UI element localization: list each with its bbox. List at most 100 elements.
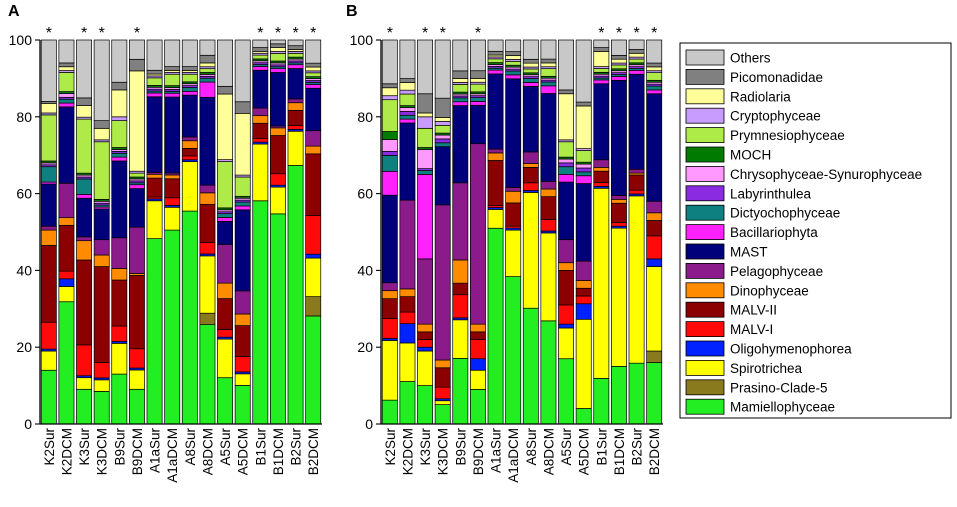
bar-segment-malv-i — [470, 339, 486, 360]
bar-segment-mamiellophyceae — [287, 165, 304, 425]
legend-swatch — [685, 49, 725, 66]
bar-segment-picomonadidae — [470, 70, 486, 79]
bar-segment-radiolaria — [452, 78, 469, 83]
bar-segment-cryptophyceae — [399, 89, 416, 95]
bar-segment-prymnesiophyceae — [487, 58, 504, 63]
bar-segment-bacillariophyta — [417, 174, 433, 260]
bar-segment-others — [505, 39, 522, 52]
bar-segment-dinophyceae — [111, 268, 128, 281]
legend-swatch — [685, 224, 725, 241]
bar-segment-bacillariophyta — [522, 82, 539, 87]
bar-segment-bacillariophyta — [575, 175, 592, 184]
bar-segment-prymnesiophyceae — [287, 52, 304, 58]
bar-segment-malv-i — [593, 182, 610, 187]
bar-segment-malv-ii — [287, 109, 304, 126]
bar-segment-malv-ii — [270, 135, 286, 175]
bar-segment-mast — [76, 197, 92, 238]
bar-segment-malv-ii — [611, 202, 627, 223]
bar-segment-spirotrichea — [540, 232, 557, 322]
panel-label: A — [8, 3, 20, 20]
bar-segment-picomonadidae — [628, 49, 645, 54]
bar-segment-bacillariophyta — [58, 102, 75, 108]
bar-segment-others — [305, 39, 322, 64]
bar-segment-radiolaria — [381, 87, 398, 97]
bar-segment-picomonadidae — [111, 81, 128, 91]
bar-segment-prymnesiophyceae — [522, 68, 539, 74]
bar-segment-pelagophyceae — [628, 168, 645, 174]
bar-segment-malv-ii — [487, 160, 504, 207]
legend-label: Radiolaria — [730, 89, 791, 104]
bar-segment-spirotrichea — [305, 257, 322, 297]
bar-segment-malv-i — [540, 219, 557, 232]
x-tick-label: A1aDCM — [506, 428, 521, 483]
bar-segment-malv-ii — [252, 122, 269, 139]
legend-label: MAST — [730, 245, 768, 260]
x-tick-label: K3DCM — [95, 428, 110, 475]
y-tick-label: 100 — [350, 32, 374, 48]
bar-segment-malv-i — [181, 155, 198, 161]
significance-star: * — [651, 25, 657, 42]
bar-segment-pelagophyceae — [522, 151, 539, 164]
bar-segment-picomonadidae — [305, 62, 322, 68]
panel-label: B — [346, 3, 358, 20]
bar-segment-radiolaria — [417, 112, 433, 118]
bar-segment-malv-ii — [540, 196, 557, 220]
bar-segment-spirotrichea — [593, 187, 610, 379]
bar-segment-picomonadidae — [593, 47, 610, 52]
bar-segment-others — [522, 39, 539, 60]
bar-segment-mamiellophyceae — [76, 388, 92, 425]
bar-segment-malv-ii — [199, 203, 216, 243]
bar-segment-spirotrichea — [270, 186, 286, 215]
legend-label: Chrysophyceae-Synurophyceae — [730, 167, 922, 182]
bar-segment-bacillariophyta — [287, 64, 304, 69]
bar-segment-malv-i — [164, 197, 181, 206]
bar-segment-dinophyceae — [417, 323, 433, 333]
legend-label: Pelagophyceae — [730, 264, 823, 279]
bar-segment-oligohymenophorea — [417, 346, 433, 352]
bar-segment-mast — [558, 181, 574, 241]
legend-swatch — [685, 107, 725, 124]
bar-segment-others — [252, 39, 269, 48]
bar-segment-mamiellophyceae — [522, 307, 539, 425]
bar-segment-malv-i — [452, 294, 469, 319]
bar-segment-mamiellophyceae — [93, 391, 110, 425]
bar-segment-spirotrichea — [487, 209, 504, 229]
bar-segment-spirotrichea — [146, 200, 163, 239]
bar-segment-prymnesiophyceae — [558, 141, 574, 158]
bar-segment-prymnesiophyceae — [181, 73, 198, 83]
bar-segment-bacillariophyta — [181, 90, 198, 96]
bar-segment-others — [399, 39, 416, 79]
bar-segment-malv-ii — [505, 202, 522, 227]
bar-segment-radiolaria — [593, 51, 610, 67]
bar-segment-prymnesiophyceae — [417, 127, 433, 148]
bar-segment-dinophyceae — [199, 192, 216, 205]
bar-segment-spirotrichea — [40, 350, 57, 371]
bar-segment-oligohymenophorea — [646, 258, 663, 267]
bar-segment-others — [217, 39, 233, 87]
bar-segment-malv-i — [399, 311, 416, 325]
x-tick-label: K2DCM — [59, 428, 74, 475]
bar-segment-radiolaria — [646, 66, 663, 72]
x-tick-label: A5DCM — [236, 428, 251, 475]
bar-segment-bacillariophyta — [199, 81, 216, 98]
bar-segment-picomonadidae — [76, 97, 92, 106]
bar-segment-spirotrichea — [287, 130, 304, 166]
legend-swatch — [685, 185, 725, 202]
bar-segment-bacillariophyta — [646, 89, 663, 95]
bar-segment-mast — [217, 221, 233, 245]
bar-segment-chrysophyceae-synurophyceae — [417, 149, 433, 169]
bar-segment-others — [628, 39, 645, 50]
bar-segment-bacillariophyta — [146, 92, 163, 98]
bar-segment-radiolaria — [575, 105, 592, 149]
x-tick-label: K2Sur — [383, 428, 398, 466]
significance-star: * — [46, 25, 52, 42]
bar-segment-mamiellophyceae — [434, 404, 451, 425]
bar-segment-pelagophyceae — [76, 236, 92, 242]
bar-segment-mast — [252, 69, 269, 109]
bar-segment-dictyochophyceae — [522, 78, 539, 83]
bar-segment-prymnesiophyceae — [540, 68, 557, 77]
bar-segment-mamiellophyceae — [111, 373, 128, 425]
bar-segment-malv-ii — [470, 331, 486, 340]
bar-segment-dinophyceae — [76, 240, 92, 261]
